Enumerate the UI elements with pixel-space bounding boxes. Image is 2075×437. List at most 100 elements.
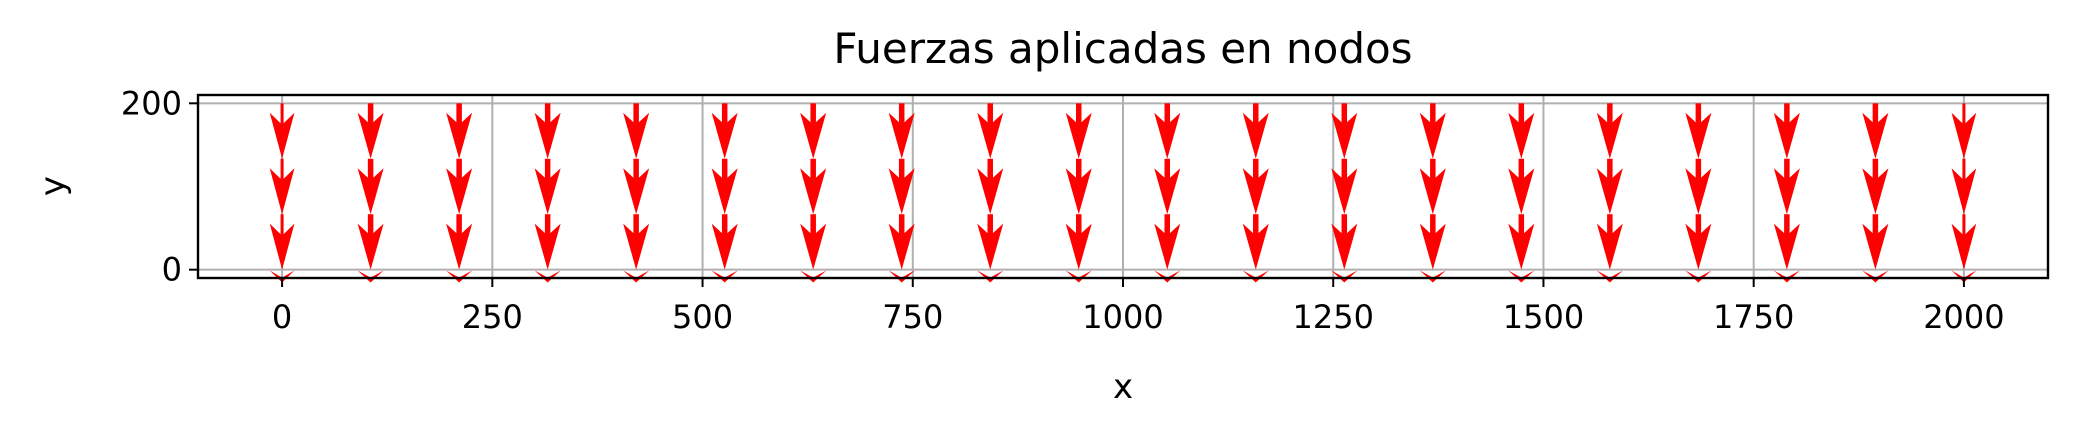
force-arrow-head (446, 270, 473, 283)
force-arrow-head (1419, 168, 1446, 215)
force-arrow-head (1596, 112, 1623, 159)
force-arrow-shaft (1518, 214, 1525, 236)
force-arrow-shaft (1075, 214, 1082, 236)
force-arrow-head (1065, 223, 1092, 270)
force-arrow-shaft (1164, 103, 1171, 125)
force-arrow-shaft (1430, 103, 1436, 125)
force-arrow-shaft (1075, 103, 1082, 125)
force-arrow-shaft (456, 103, 462, 125)
force-arrow-head (1242, 270, 1269, 283)
force-arrow-shaft (898, 214, 905, 236)
force-arrow-head (534, 168, 561, 215)
force-arrow-shaft (1784, 214, 1790, 236)
force-arrow-head (1685, 112, 1712, 159)
force-arrow-shaft (1872, 103, 1879, 125)
force-arrow-shaft (367, 158, 374, 181)
force-arrow-head (1331, 223, 1358, 270)
force-arrow-shaft (898, 158, 905, 181)
force-arrow-shaft (1341, 214, 1348, 236)
force-arrow-head (977, 223, 1004, 270)
force-arrow-shaft (987, 103, 993, 125)
force-arrow-shaft (633, 214, 639, 236)
force-arrow-shaft (1607, 214, 1613, 236)
force-arrow-head (800, 168, 827, 215)
force-arrow-shaft (456, 214, 462, 236)
force-arrow-shaft (1962, 214, 1966, 236)
force-arrow-shaft (1695, 214, 1702, 236)
x-tick-label: 2000 (1923, 298, 2004, 336)
force-arrow-shaft (633, 103, 639, 125)
force-arrow-shaft (544, 103, 551, 125)
force-arrow-head (269, 168, 295, 215)
force-arrow-head (446, 223, 473, 270)
force-arrow-shaft (810, 103, 816, 125)
force-arrow-shaft (1341, 158, 1348, 181)
force-arrow-head (1419, 270, 1446, 283)
force-arrow-head (800, 223, 827, 270)
force-arrow-head (711, 223, 738, 270)
y-tick-label: 0 (162, 251, 182, 289)
force-arrow-head (888, 168, 915, 215)
force-arrow-shaft (1430, 214, 1436, 236)
force-arrow-shaft (456, 158, 462, 181)
force-arrow-shaft (1164, 214, 1171, 236)
axis-ticks: 0 250 500 750 1000 1250 1500 1750 2000 0 200 (121, 84, 2005, 336)
force-arrow-head (1773, 223, 1800, 270)
force-arrow-head (1862, 112, 1889, 159)
force-arrow-head (711, 168, 738, 215)
force-arrow-head (977, 270, 1004, 283)
force-arrow-head (977, 168, 1004, 215)
grid-lines (198, 95, 2048, 278)
force-arrow-shaft (987, 158, 993, 181)
force-arrow-head (800, 270, 827, 283)
force-arrow-head (1596, 223, 1623, 270)
force-arrow-shaft (810, 214, 816, 236)
force-arrow-head (1862, 223, 1889, 270)
force-arrow-shaft (367, 103, 374, 125)
force-arrow-head (1862, 168, 1889, 215)
force-arrow-head (1508, 168, 1535, 215)
force-arrow-head (1419, 112, 1446, 159)
force-arrow-shaft (1872, 158, 1879, 181)
force-arrow-head (1596, 270, 1623, 283)
force-arrow-head (623, 223, 650, 270)
force-arrow-head (1862, 270, 1889, 283)
x-tick-label: 750 (882, 298, 943, 336)
force-arrow-shaft (987, 214, 993, 236)
force-arrow-head (357, 168, 384, 215)
force-arrow-head (1419, 223, 1446, 270)
force-arrow-shaft (367, 214, 374, 236)
force-arrow-head (1331, 112, 1358, 159)
force-arrow-shaft (810, 158, 816, 181)
force-arrow-head (357, 112, 384, 159)
y-axis-label: y (33, 176, 73, 196)
force-arrow-head (623, 112, 650, 159)
force-arrow-head (446, 168, 473, 215)
force-arrow-shaft (1695, 158, 1702, 181)
force-arrow-shaft (721, 103, 728, 125)
force-arrow-shaft (1253, 158, 1259, 181)
force-arrow-shaft (1784, 158, 1790, 181)
force-arrow-shaft (1962, 158, 1966, 181)
force-arrow-shaft (280, 103, 284, 125)
force-arrow-shaft (1607, 158, 1613, 181)
force-arrow-head (888, 270, 915, 283)
x-tick-label: 250 (462, 298, 523, 336)
force-arrow-shaft (1075, 158, 1082, 181)
y-tick-label: 200 (121, 84, 182, 122)
force-arrow-shaft (1607, 103, 1613, 125)
x-tick-label: 0 (272, 298, 292, 336)
x-tick-label: 1000 (1082, 298, 1163, 336)
force-arrow-head (357, 223, 384, 270)
force-arrow-head (977, 112, 1004, 159)
force-arrow-shaft (1784, 103, 1790, 125)
force-arrow-head (1242, 223, 1269, 270)
force-arrow-head (1154, 112, 1181, 159)
force-arrow-shaft (898, 103, 905, 125)
force-arrow-shaft (721, 214, 728, 236)
x-tick-label: 1250 (1293, 298, 1374, 336)
force-arrow-head (800, 112, 827, 159)
force-arrow-shaft (1518, 158, 1525, 181)
force-arrow-head (1773, 270, 1800, 283)
force-arrow-head (1773, 112, 1800, 159)
